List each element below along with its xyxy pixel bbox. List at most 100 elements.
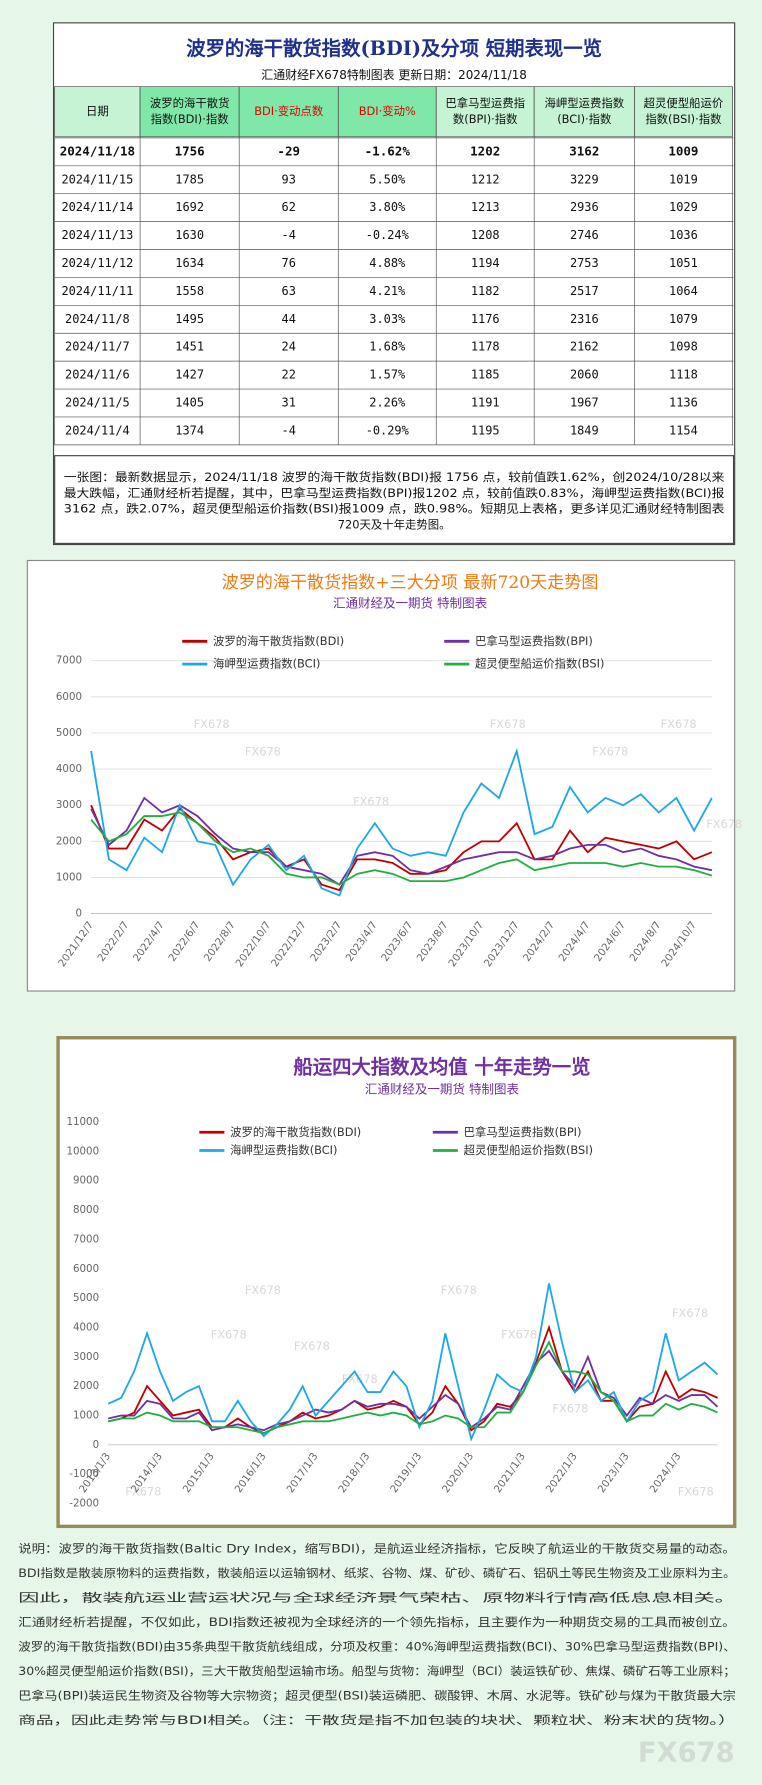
table-cell: 2024/11/12 [61,256,133,270]
legend-label: 波罗的海干散货指数(BDI) [213,634,344,648]
series-line [108,1340,718,1435]
y-tick-label: -1000 [69,1468,99,1480]
watermark: FX678 [441,1283,477,1297]
table-cell: 1051 [669,256,698,270]
chart-title: 船运四大指数及均值 十年走势一览 [293,1055,590,1078]
note-line: 商品，因此走势常与BDI相关。（注：干散货是指不加包装的块状、颗粒状、粉末状的货… [18,1713,736,1727]
table-cell: 1185 [471,368,500,382]
table-cell: 1451 [175,340,204,354]
header-cell [337,86,437,138]
watermark: FX678 [552,1402,588,1416]
table-cell: 2024/11/6 [65,368,130,382]
y-tick-label: 0 [93,1439,100,1451]
legend-label: 超灵便型船运价指数(BSI) [475,657,604,671]
table-cell: 1849 [570,423,599,437]
table-cell: 2024/11/14 [61,200,133,214]
table-cell: 1194 [471,256,500,270]
table-cell: 2517 [570,284,599,298]
legend-label: 超灵便型船运价指数(BSI) [464,1143,593,1157]
y-tick-label: 2000 [73,1380,99,1392]
header-label: BDI·变动点数 [254,104,324,118]
header-label: 数(BPI)·指数 [453,112,518,126]
y-tick-label: 3000 [56,799,82,811]
header-label: BDI·变动% [359,104,416,118]
series-line [108,1349,719,1432]
table-cell: 1785 [175,172,204,186]
header-cell [435,86,535,138]
legend-label: 海岬型运费指数(BCI) [213,657,320,671]
table-cell: 1154 [669,423,698,437]
note-text: 3162 点，跌2.07%，超灵便型船运价指数(BSI)报1009 点，跌0.9… [64,502,725,516]
watermark: FX678 [592,744,628,758]
y-tick-label: 1000 [56,871,82,883]
header-label: 日期 [86,104,109,118]
table-cell: 2316 [570,312,599,326]
table-cell: 2024/11/5 [65,396,130,410]
y-tick-label: 4000 [73,1321,99,1333]
table-cell: 2060 [570,368,599,382]
table-cell: 1195 [471,423,500,437]
y-tick-label: 9000 [73,1175,99,1187]
note-text: 最大跌幅，汇通财经析若提醒，其中，巴拿马型运费指数(BPI)报1202 点，较前… [64,486,725,500]
note-line: 说明：波罗的海干散货指数(Baltic Dry Index，缩写BDI)，是航运… [18,1542,736,1556]
note-line: 30%超灵便型船运价指数(BSI)，三大干散货船型运输市场。船型与货物：海岬型（… [18,1664,736,1678]
header-label: 海岬型运费指数 [545,96,625,110]
table-cell: 5.50% [369,172,405,186]
header-label: 指数(BSI)·指数 [645,112,722,126]
table-cell: 1118 [669,368,698,382]
table-cell: 2024/11/13 [61,228,133,242]
table-cell: 1208 [471,228,500,242]
table-cell: 4.88% [369,256,405,270]
table-cell: 2024/11/7 [65,340,130,354]
legend-label: 海岬型运费指数(BCI) [230,1143,337,1157]
table-cell: 3229 [570,172,599,186]
legend-label: 巴拿马型运费指数(BPI) [464,1125,582,1139]
series-line [90,811,713,886]
watermark: FX678 [678,1485,714,1499]
note-line: BDI指数是散装原物料的运费指数，散装船运以运输钢材、纸浆、谷物、煤、矿砂、磷矿… [18,1566,736,1580]
watermark: FX678 [211,1328,247,1342]
table-cell: 24 [282,340,296,354]
table-cell: 4.21% [369,284,405,298]
table-cell: 1.68% [369,340,405,354]
watermark: FX678 [194,717,230,731]
header-label: 超灵便型船运价 [644,96,724,110]
chart-subtitle: 汇通财经及一期货 特制图表 [333,595,488,610]
y-tick-label: 4000 [56,763,82,775]
y-tick-label: 11000 [66,1116,99,1128]
y-tick-label: 8000 [73,1204,99,1216]
note-box [54,455,735,544]
y-tick-label: 7000 [73,1233,99,1245]
table-cell: -1.62% [365,143,411,158]
chart-subtitle: 汇通财经及一期货 特制图表 [365,1082,520,1097]
watermark: FX678 [706,817,742,831]
watermark: FX678 [661,717,697,731]
table-cell: 2936 [570,200,599,214]
watermark: FX678 [672,1306,708,1320]
y-tick-label: 5000 [56,727,82,739]
table-title: 波罗的海干散货指数(BDI)及分项 短期表现一览 [186,37,602,60]
table-cell: 1182 [471,284,500,298]
series-line [107,1283,719,1442]
y-tick-label: 3000 [73,1351,99,1363]
note-text: 一张图：最新数据显示，2024/11/18 波罗的海干散货指数(BDI)报 17… [64,470,725,484]
chart1-panel [26,559,736,992]
table-cell: 1405 [175,396,204,410]
table-subtitle: 汇通财经FX678特制图表 更新日期：2024/11/18 [261,67,527,82]
header-label: 指数(BDI)·指数 [151,112,230,126]
table-cell: 1176 [471,312,500,326]
table-cell: 1019 [669,172,698,186]
table-cell: 1967 [570,396,599,410]
note-text: 720天及十年走势图。 [338,518,451,532]
watermark: FX678 [294,1339,330,1353]
y-tick-label: 10000 [66,1145,99,1157]
table-cell: 1.57% [369,368,405,382]
watermark: FX678 [245,744,281,758]
table-cell: 1634 [175,256,204,270]
table-cell: 1427 [175,368,204,382]
table-cell: 2753 [570,256,599,270]
table-cell: 22 [282,368,296,382]
table-cell: -4 [282,228,296,242]
y-tick-label: -2000 [69,1498,99,1510]
